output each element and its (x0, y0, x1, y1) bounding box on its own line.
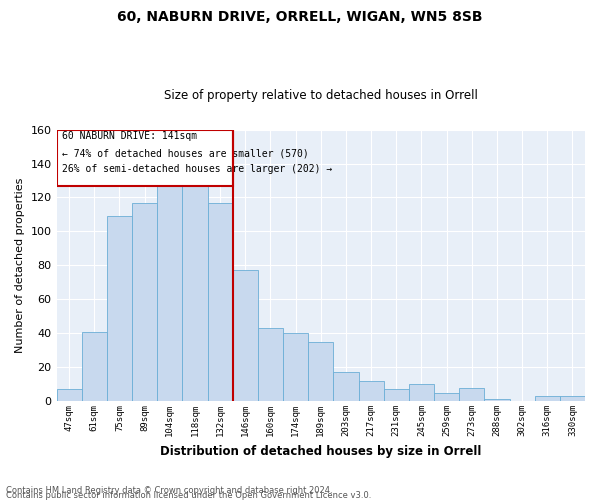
Text: Contains HM Land Registry data © Crown copyright and database right 2024.: Contains HM Land Registry data © Crown c… (6, 486, 332, 495)
Bar (182, 184, 208, 401)
Bar (258, 328, 283, 401)
Text: 26% of semi-detached houses are larger (202) →: 26% of semi-detached houses are larger (… (62, 164, 332, 174)
Bar (107, 216, 132, 401)
Text: Contains public sector information licensed under the Open Government Licence v3: Contains public sector information licen… (6, 491, 371, 500)
Bar (56, 130, 233, 186)
Bar (484, 400, 509, 401)
Y-axis label: Number of detached properties: Number of detached properties (15, 178, 25, 353)
Text: ← 74% of detached houses are smaller (570): ← 74% of detached houses are smaller (57… (62, 148, 308, 158)
Bar (535, 396, 560, 401)
X-axis label: Distribution of detached houses by size in Orrell: Distribution of detached houses by size … (160, 444, 481, 458)
Bar (409, 384, 434, 401)
Bar (233, 270, 258, 401)
Bar (157, 184, 182, 401)
Title: Size of property relative to detached houses in Orrell: Size of property relative to detached ho… (164, 89, 478, 102)
Bar (56, 390, 82, 401)
Bar (459, 388, 484, 401)
Bar (283, 333, 308, 401)
Bar (359, 381, 383, 401)
Bar (434, 392, 459, 401)
Text: 60, NABURN DRIVE, ORRELL, WIGAN, WN5 8SB: 60, NABURN DRIVE, ORRELL, WIGAN, WN5 8SB (117, 10, 483, 24)
Bar (308, 342, 334, 401)
Bar (82, 332, 107, 401)
Bar (383, 390, 409, 401)
Text: 60 NABURN DRIVE: 141sqm: 60 NABURN DRIVE: 141sqm (62, 132, 197, 141)
Bar (334, 372, 359, 401)
Bar (208, 202, 233, 401)
Bar (560, 396, 585, 401)
Bar (132, 202, 157, 401)
